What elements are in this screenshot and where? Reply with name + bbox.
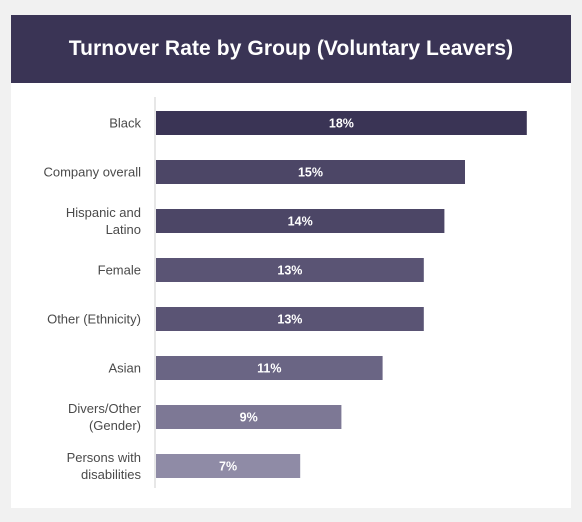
bar-3 [156, 258, 424, 282]
data-label-5: 11% [257, 362, 281, 376]
chart-title: Turnover Rate by Group (Voluntary Leaver… [68, 37, 514, 60]
category-label-6: Divers/Other (Gender) [68, 401, 142, 433]
chart-card: Turnover Rate by Group (Voluntary Leaver… [11, 15, 571, 508]
bar-4 [156, 307, 424, 331]
data-label-4: 13% [277, 313, 302, 327]
category-label-5: Asian [108, 361, 141, 376]
bar-5 [156, 356, 383, 380]
category-label-line: disabilities [81, 467, 141, 482]
category-label-line: Asian [108, 361, 141, 376]
category-label-line: Persons with [67, 450, 141, 465]
bars-group: 18% Black 15% Company overall 14% Hispanic an… [43, 111, 527, 482]
bar-chart: 18% Black 15% Company overall 14% Hispanic an… [43, 97, 527, 488]
data-label-6: 9% [240, 411, 258, 425]
chart-header: Turnover Rate by Group (Voluntary Leaver… [11, 15, 571, 83]
category-label-line: Divers/Other [68, 401, 142, 416]
data-label-0: 18% [329, 117, 354, 131]
bar-6 [156, 405, 342, 429]
category-label-line: Latino [106, 222, 141, 237]
bar-7 [156, 454, 301, 478]
bar-0 [156, 111, 527, 135]
category-label-3: Female [98, 263, 141, 278]
category-label-line: Company overall [43, 165, 141, 180]
category-label-line: (Gender) [89, 418, 141, 433]
category-label-0: Black [109, 116, 141, 131]
category-label-4: Other (Ethnicity) [47, 312, 141, 327]
bar-2 [156, 209, 445, 233]
data-label-2: 14% [288, 215, 313, 229]
bar-1 [156, 160, 465, 184]
data-label-1: 15% [298, 166, 323, 180]
category-label-1: Company overall [43, 165, 141, 180]
data-label-3: 13% [277, 264, 302, 278]
category-label-2: Hispanic and Latino [66, 205, 141, 237]
category-label-line: Other (Ethnicity) [47, 312, 141, 327]
data-label-7: 7% [219, 460, 237, 474]
category-label-line: Hispanic and [66, 205, 141, 220]
category-label-line: Black [109, 116, 141, 131]
category-label-7: Persons with disabilities [67, 450, 142, 482]
category-label-line: Female [98, 263, 141, 278]
